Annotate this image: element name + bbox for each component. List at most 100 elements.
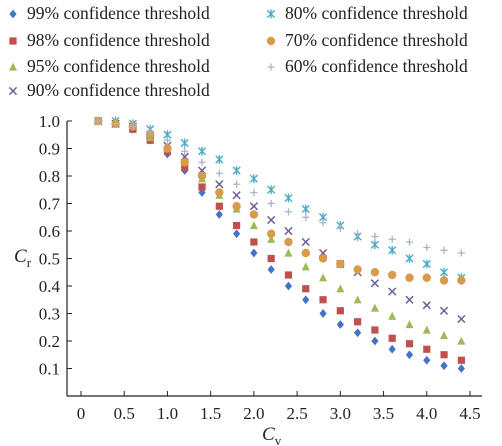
data-point [371, 326, 379, 334]
legend-item: 60% confidence threshold [267, 56, 468, 76]
data-point [388, 235, 396, 243]
data-point [370, 279, 380, 288]
x-axis-title: Cv [262, 424, 282, 446]
legend-item: 99% confidence threshold [9, 3, 210, 23]
data-point [198, 158, 206, 166]
data-point [457, 356, 465, 364]
legend-label: 99% confidence threshold [27, 3, 210, 23]
y-tick-label: 0.7 [39, 195, 61, 214]
data-point [353, 295, 362, 304]
series-2 [94, 117, 465, 364]
data-point [388, 311, 397, 320]
data-point [163, 136, 172, 144]
data-point [232, 166, 241, 175]
data-point [439, 267, 449, 277]
legend-label: 95% confidence threshold [27, 56, 210, 76]
data-point [353, 265, 362, 274]
data-point [267, 265, 275, 274]
data-point [440, 246, 448, 254]
data-point [249, 210, 259, 219]
data-point [457, 336, 466, 345]
data-point [111, 120, 120, 128]
x-ticks: 0 0.5 1.0 1.5 2.0 2.5 3.0 3.5 4.0 4.5 [77, 391, 481, 423]
x-tick-label: 2.5 [286, 404, 307, 423]
legend-item: 98% confidence threshold [9, 30, 210, 50]
data-point [233, 180, 241, 188]
data-point [318, 254, 328, 263]
legend-label: 60% confidence threshold [285, 56, 468, 76]
data-point [422, 325, 431, 334]
data-point [388, 344, 396, 354]
data-point [405, 295, 414, 304]
legend-marker [267, 63, 275, 71]
data-point [301, 248, 310, 258]
data-point [215, 202, 223, 210]
data-point [267, 185, 276, 195]
x-tick-label: 3.0 [330, 404, 351, 423]
data-points [94, 116, 466, 373]
x-tick-label: 0.5 [114, 404, 135, 423]
data-point [233, 221, 241, 230]
data-point [129, 122, 137, 131]
data-point [457, 276, 466, 285]
data-point [163, 144, 172, 153]
data-point [405, 254, 414, 263]
legend: 99% confidence threshold 98% confidence t… [8, 3, 468, 100]
x-axis-title-sub: v [275, 433, 282, 446]
legend-item: 95% confidence threshold [9, 56, 210, 76]
series-6 [94, 116, 466, 285]
data-point [457, 249, 465, 257]
data-point [284, 208, 293, 216]
data-point [284, 248, 293, 257]
x-axis-title-main: C [262, 424, 275, 445]
data-point [354, 318, 362, 326]
data-point [457, 364, 465, 373]
legend-marker [9, 37, 17, 45]
y-tick-label: 0.1 [39, 360, 60, 379]
y-tick-label: 0.3 [39, 305, 60, 324]
y-tick-label: 0.6 [39, 222, 60, 241]
data-point [422, 259, 431, 269]
data-point [423, 345, 431, 353]
data-point [354, 328, 362, 338]
data-point [232, 202, 241, 211]
data-point [284, 281, 293, 291]
data-point [215, 155, 224, 164]
data-point [250, 188, 258, 197]
data-point [388, 287, 397, 296]
data-point [180, 158, 189, 167]
x-tick-label: 4.5 [459, 404, 480, 423]
data-point [302, 285, 310, 293]
y-axis-title-main: C [14, 246, 27, 267]
data-point [181, 147, 189, 155]
data-point [440, 331, 449, 340]
data-point [457, 314, 466, 324]
legend-marker [266, 9, 276, 19]
data-point [233, 229, 241, 239]
data-point [336, 320, 344, 329]
data-point [388, 334, 396, 342]
data-point [301, 204, 310, 214]
x-tick-label: 1.0 [157, 404, 178, 423]
x-tick-label: 1.5 [200, 404, 221, 423]
data-point [301, 262, 310, 271]
data-point [319, 273, 328, 282]
y-axis-title: Cr [14, 246, 32, 270]
y-tick-label: 0.5 [39, 250, 60, 269]
y-tick-label: 0.2 [39, 332, 60, 351]
data-point [146, 128, 154, 136]
x-tick-label: 3.5 [373, 404, 394, 423]
x-tick-label: 0 [77, 404, 86, 423]
data-point [250, 248, 258, 258]
data-point [197, 171, 207, 181]
series-7 [94, 117, 465, 257]
legend-item: 90% confidence threshold [8, 80, 210, 100]
data-point [249, 221, 258, 230]
data-point [249, 202, 259, 211]
y-tick-label: 1.0 [39, 112, 60, 131]
data-point [301, 237, 310, 247]
data-point [405, 238, 414, 246]
series-3 [94, 116, 466, 345]
data-point [180, 138, 189, 148]
